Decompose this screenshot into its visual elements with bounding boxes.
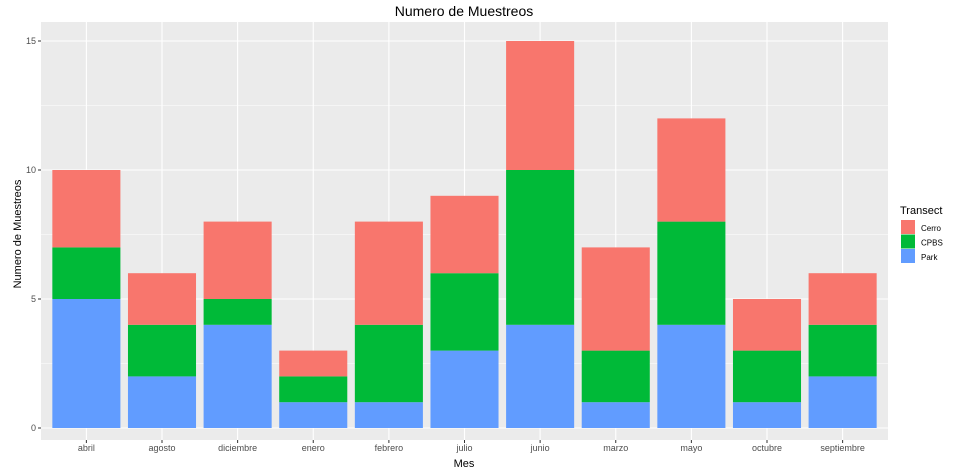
bar-cerro-enero — [279, 350, 348, 377]
x-tick-label: junio — [530, 443, 550, 453]
legend: Transect Cerro CPBS Park — [900, 205, 943, 263]
x-tick-label: diciembre — [218, 443, 257, 453]
bars — [52, 41, 877, 428]
legend-label: Park — [921, 253, 938, 262]
bar-park-abril — [52, 299, 121, 428]
bar-park-septiembre — [808, 376, 877, 428]
bar-cerro-octubre — [732, 299, 802, 351]
bar-cerro-abril — [52, 170, 121, 248]
chart-title: Numero de Muestreos — [395, 3, 534, 19]
bar-cpbs-abril — [52, 247, 121, 299]
bar-cpbs-octubre — [732, 350, 802, 403]
bar-cpbs-agosto — [127, 324, 197, 377]
bar-cpbs-diciembre — [203, 299, 272, 325]
bar-cpbs-mayo — [657, 221, 726, 325]
bar-cerro-febrero — [354, 221, 423, 325]
y-tick-label: 0 — [31, 423, 36, 433]
x-tick-label: abril — [78, 443, 95, 453]
bar-cerro-diciembre — [203, 221, 272, 299]
legend-key-cpbs — [901, 234, 915, 249]
y-tick-label: 15 — [26, 36, 36, 46]
legend-label: CPBS — [921, 239, 943, 248]
x-tick-label: enero — [302, 443, 325, 453]
bar-park-diciembre — [203, 324, 272, 428]
bar-park-octubre — [732, 402, 802, 428]
bar-cerro-agosto — [127, 273, 197, 325]
y-tick-label: 5 — [31, 294, 36, 304]
bar-cerro-julio — [430, 195, 499, 274]
x-tick-label: agosto — [148, 443, 175, 453]
bar-cerro-septiembre — [808, 273, 877, 325]
bar-cpbs-enero — [279, 376, 348, 403]
x-axis-label: Mes — [454, 458, 475, 469]
bar-park-julio — [430, 350, 499, 428]
bar-cpbs-marzo — [581, 350, 650, 403]
bar-cerro-mayo — [657, 118, 726, 222]
bar-park-febrero — [354, 402, 423, 428]
bar-park-mayo — [657, 324, 726, 428]
y-axis: 0 5 10 15 — [26, 36, 41, 433]
bar-cpbs-julio — [430, 273, 499, 351]
legend-key-park — [901, 249, 915, 263]
bar-cerro-marzo — [581, 247, 650, 351]
x-tick-label: octubre — [752, 443, 782, 453]
bar-park-junio — [506, 324, 575, 428]
x-tick-label: septiembre — [820, 443, 865, 453]
bar-park-enero — [279, 402, 348, 428]
bar-park-marzo — [581, 402, 650, 428]
bar-cpbs-junio — [506, 170, 575, 325]
y-tick-label: 10 — [26, 165, 36, 175]
legend-title: Transect — [900, 205, 942, 217]
bar-cpbs-febrero — [354, 324, 423, 403]
bar-park-agosto — [127, 376, 197, 428]
bar-cpbs-septiembre — [808, 324, 877, 377]
x-tick-label: febrero — [375, 443, 404, 453]
x-tick-label: marzo — [603, 443, 628, 453]
bar-cerro-junio — [506, 41, 575, 170]
y-axis-label: Numero de Muestreos — [12, 179, 24, 288]
x-axis: abril agosto diciembre enero febrero julio jun… — [78, 440, 865, 453]
legend-label: Cerro — [921, 224, 942, 233]
x-tick-label: julio — [455, 443, 472, 453]
legend-key-cerro — [901, 220, 915, 234]
x-tick-label: mayo — [680, 443, 702, 453]
